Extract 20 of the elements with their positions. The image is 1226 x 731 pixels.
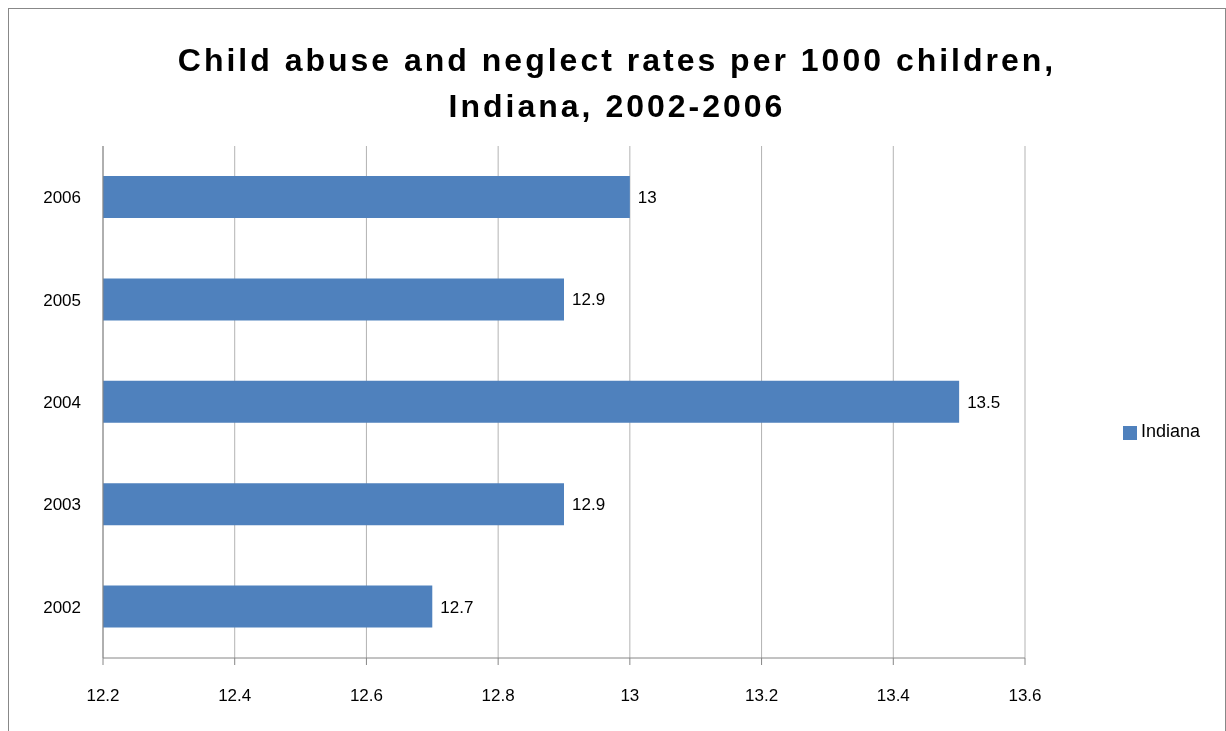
x-tick-label: 13.4 — [876, 686, 910, 706]
chart-title: Child abuse and neglect rates per 1000 children, Indiana, 2002-2006 — [176, 41, 1058, 126]
y-tick-label: 2004 — [43, 393, 81, 413]
y-tick-label: 2005 — [43, 290, 81, 310]
y-tick-label: 2003 — [43, 495, 81, 515]
x-tick-label: 13.6 — [1008, 686, 1042, 706]
legend-label: Indiana — [1141, 421, 1201, 441]
y-tick-label: 2002 — [43, 597, 81, 617]
x-tick-label: 13.2 — [745, 686, 779, 706]
data-label: 12.9 — [572, 495, 606, 515]
data-label: 13 — [637, 188, 657, 208]
data-label: 13.5 — [967, 392, 1001, 412]
data-label: 12.7 — [440, 597, 474, 617]
x-tick-label: 12.4 — [218, 686, 252, 706]
x-tick-label: 12.8 — [481, 686, 515, 706]
y-tick-label: 2006 — [43, 188, 81, 208]
x-tick-label: 13 — [620, 686, 640, 706]
data-label: 12.9 — [572, 290, 606, 310]
x-tick-label: 12.2 — [86, 686, 120, 706]
x-tick-label: 12.6 — [349, 686, 383, 706]
